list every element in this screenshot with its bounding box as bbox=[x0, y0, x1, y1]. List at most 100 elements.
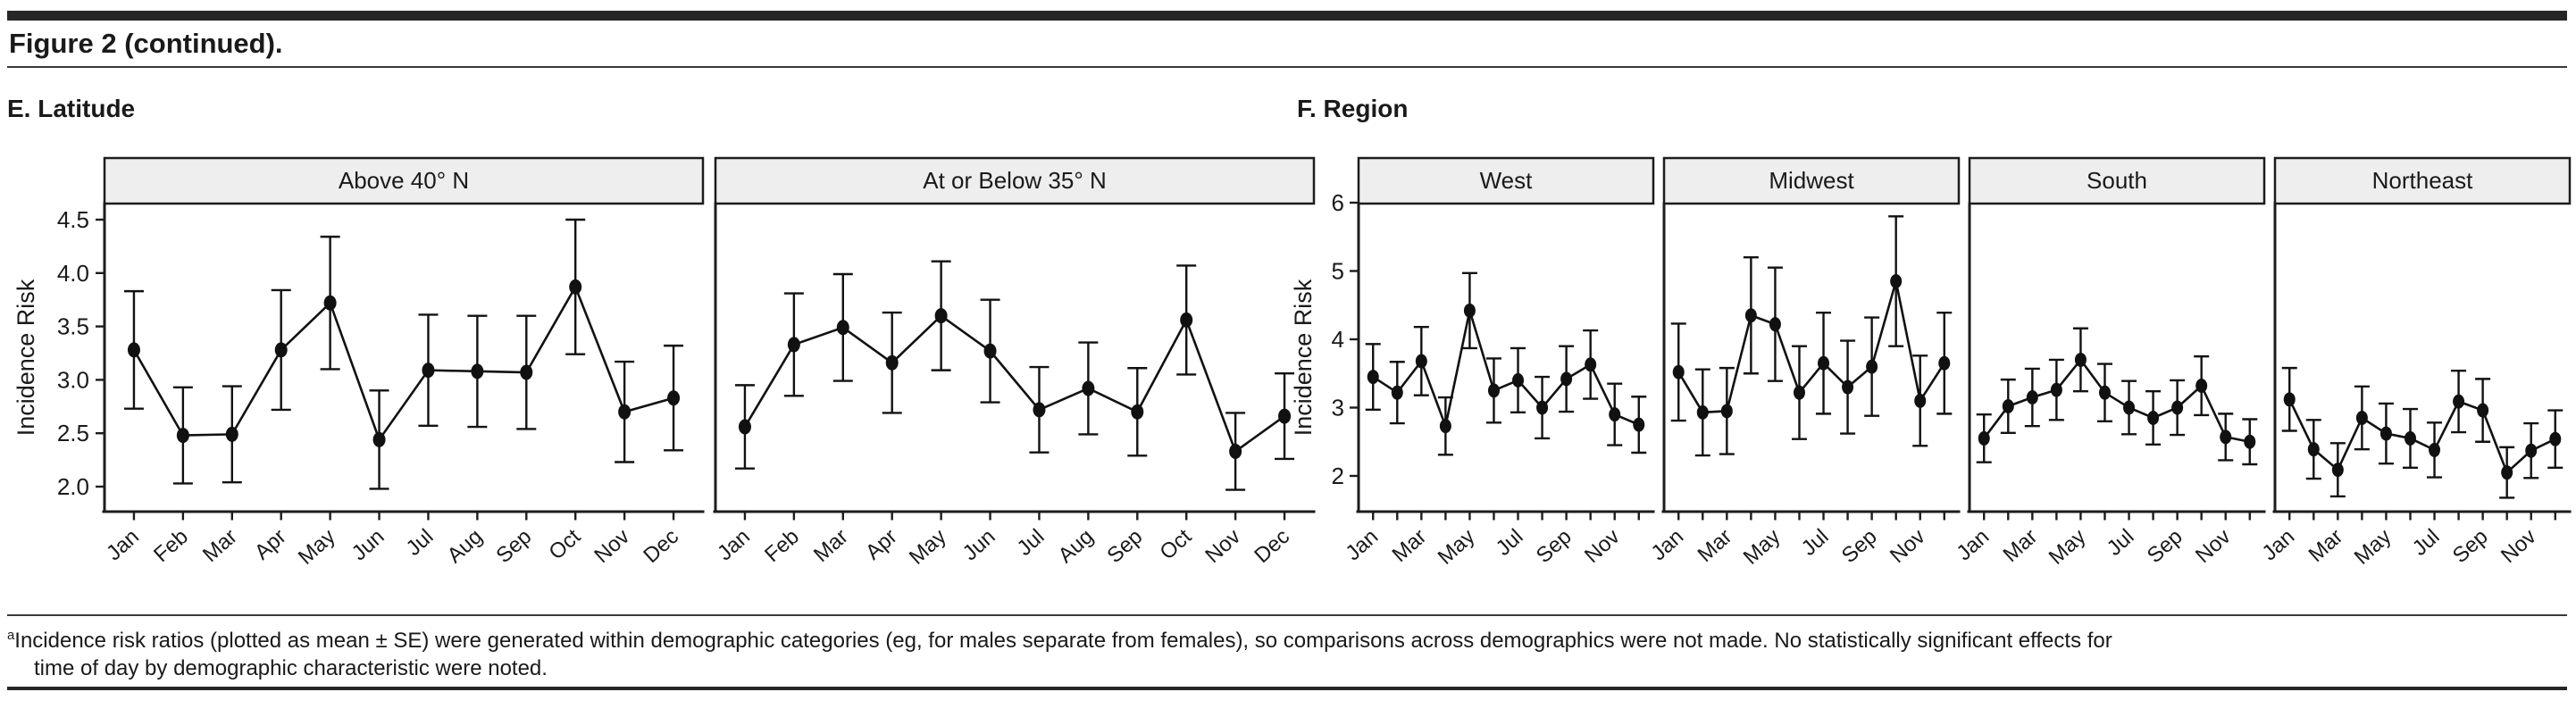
data-point bbox=[787, 337, 800, 353]
x-tick-label: May bbox=[1434, 524, 1480, 569]
x-tick-label: Mar bbox=[198, 524, 242, 567]
data-point bbox=[1033, 402, 1046, 418]
data-point bbox=[1633, 417, 1645, 432]
data-point bbox=[2355, 410, 2368, 425]
y-tick-label: 2.0 bbox=[57, 473, 89, 500]
data-point bbox=[2379, 426, 2392, 441]
x-tick-label: Mar bbox=[1388, 524, 1432, 567]
x-tick-label: May bbox=[294, 524, 340, 569]
data-point bbox=[1391, 385, 1403, 400]
data-point bbox=[885, 354, 899, 371]
data-point bbox=[1439, 419, 1451, 434]
data-point bbox=[983, 343, 997, 359]
x-tick-label: Oct bbox=[544, 524, 585, 564]
series-line bbox=[132, 284, 674, 443]
data-point bbox=[1487, 383, 1500, 398]
data-point bbox=[127, 342, 140, 358]
x-tick-label: Aug bbox=[443, 524, 488, 568]
data-point bbox=[1744, 308, 1757, 323]
figure-title: Figure 2 (continued). bbox=[9, 28, 283, 59]
y-tick-label: 4.0 bbox=[57, 260, 89, 287]
y-tick-label: 3.0 bbox=[57, 366, 89, 393]
top-rule-bar bbox=[7, 11, 2567, 21]
x-tick-label: May bbox=[2350, 524, 2396, 569]
x-tick-label: Jan bbox=[1646, 524, 1688, 565]
x-tick-label: Nov bbox=[590, 524, 634, 568]
y-tick-label: 3 bbox=[1332, 395, 1344, 421]
series-line bbox=[743, 313, 1285, 454]
x-tick-label: Jan bbox=[2257, 524, 2299, 565]
data-point bbox=[1536, 400, 1549, 415]
data-point bbox=[738, 419, 751, 435]
y-tick-label: 2.5 bbox=[57, 420, 89, 446]
data-point bbox=[1180, 312, 1193, 328]
footnote-divider-top bbox=[7, 614, 2567, 616]
series-line bbox=[1372, 310, 1640, 430]
data-point bbox=[1696, 404, 1709, 420]
title-divider bbox=[7, 66, 2567, 68]
x-tick-label: Sep bbox=[2143, 524, 2187, 568]
data-point bbox=[618, 404, 631, 420]
facet-strip bbox=[1357, 156, 1655, 205]
facet-strip-label: South bbox=[2087, 167, 2147, 194]
x-tick-label: Jun bbox=[347, 524, 389, 565]
data-point bbox=[1415, 354, 1427, 369]
data-point bbox=[2283, 392, 2296, 407]
x-tick-label: Mar bbox=[1694, 524, 1737, 567]
y-tick-label: 4 bbox=[1332, 326, 1344, 353]
facet-strip bbox=[714, 156, 1316, 205]
data-point bbox=[176, 428, 189, 444]
data-point bbox=[2549, 431, 2562, 446]
y-tick-label: 3.5 bbox=[57, 313, 89, 340]
data-point bbox=[1842, 379, 1854, 395]
x-tick-label: Jul bbox=[2408, 524, 2445, 561]
facet-strip-label: At or Below 35° N bbox=[923, 167, 1107, 194]
data-point bbox=[2171, 400, 2184, 415]
data-point bbox=[1585, 357, 1597, 372]
data-point bbox=[1367, 370, 1379, 385]
footnote: aIncidence risk ratios (plotted as mean … bbox=[7, 622, 2567, 682]
footnote-line-1: aIncidence risk ratios (plotted as mean … bbox=[7, 622, 2567, 654]
x-tick-label: May bbox=[2045, 524, 2091, 569]
footnote-marker: a bbox=[7, 629, 15, 643]
series-line bbox=[1983, 357, 2251, 444]
data-point bbox=[520, 364, 533, 380]
x-tick-label: Jun bbox=[958, 524, 1000, 565]
data-point bbox=[2307, 442, 2320, 457]
data-point bbox=[1793, 385, 1805, 400]
data-point bbox=[1463, 303, 1476, 318]
x-tick-label: Jan bbox=[713, 524, 755, 565]
x-tick-label: Jan bbox=[102, 524, 144, 565]
data-point bbox=[2123, 400, 2136, 415]
facet-strip bbox=[1662, 156, 1961, 205]
data-point bbox=[422, 363, 435, 379]
x-tick-label: Jul bbox=[402, 524, 439, 561]
data-point bbox=[934, 308, 948, 324]
y-tick-label: 5 bbox=[1332, 258, 1344, 285]
x-tick-label: Aug bbox=[1054, 524, 1099, 568]
data-point bbox=[225, 426, 238, 442]
x-tick-label: Feb bbox=[760, 524, 804, 567]
data-point bbox=[1512, 372, 1525, 388]
data-point bbox=[1609, 407, 1621, 422]
data-point bbox=[1720, 404, 1733, 419]
data-point bbox=[1131, 404, 1144, 420]
x-tick-label: Jul bbox=[1492, 524, 1528, 561]
data-point bbox=[1866, 359, 1878, 374]
x-tick-label: Jul bbox=[1013, 524, 1050, 561]
data-point bbox=[2477, 403, 2489, 418]
facet-strip bbox=[1968, 156, 2266, 205]
data-point bbox=[836, 320, 849, 336]
data-point bbox=[372, 431, 386, 447]
data-point bbox=[2220, 429, 2232, 445]
data-point bbox=[2453, 394, 2465, 409]
facet-strip-label: Northeast bbox=[2372, 167, 2473, 194]
x-tick-label: Dec bbox=[639, 524, 683, 568]
data-point bbox=[1938, 355, 1951, 371]
data-point bbox=[667, 390, 681, 406]
y-tick-label: 6 bbox=[1332, 189, 1344, 216]
footnote-line-2: time of day by demographic characteristi… bbox=[34, 656, 548, 680]
data-point bbox=[569, 279, 582, 295]
x-tick-label: Nov bbox=[1886, 524, 1930, 568]
